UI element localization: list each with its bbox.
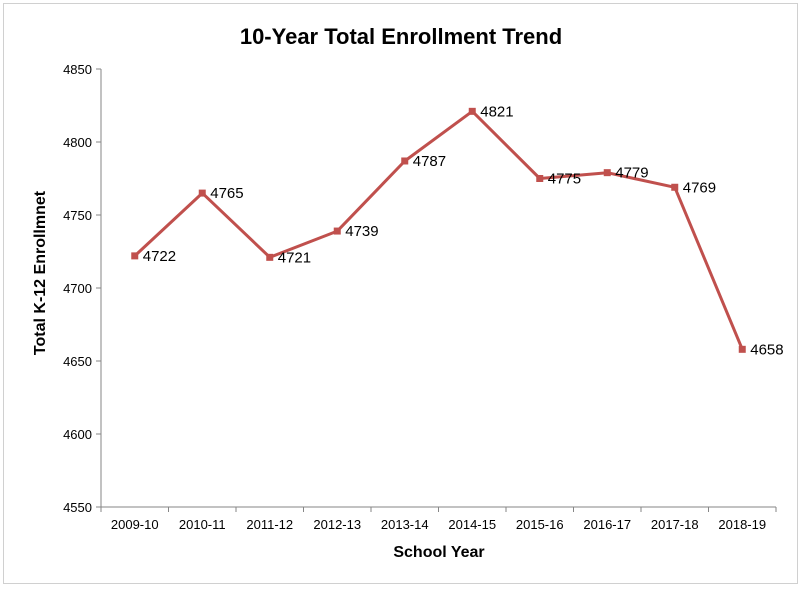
y-tick-label: 4650	[63, 354, 92, 369]
data-label: 4775	[548, 171, 581, 188]
x-tick-label: 2013-14	[381, 517, 429, 532]
chart-title: 10-Year Total Enrollment Trend	[240, 24, 562, 49]
x-tick-label: 2016-17	[583, 517, 631, 532]
x-axis-title: School Year	[393, 544, 484, 561]
y-tick-label: 4700	[63, 281, 92, 296]
series-markers	[131, 107, 746, 353]
chart-frame	[3, 3, 798, 584]
data-label: 4779	[615, 165, 648, 182]
data-label: 4722	[143, 248, 176, 265]
y-axis-ticks: 4550 4600 4650 4700 4750 4800 4850	[63, 62, 101, 515]
data-label: 4787	[413, 153, 446, 170]
y-axis-title: Total K-12 Enrollmnet	[32, 190, 49, 355]
x-tick-label: 2009-10	[111, 517, 159, 532]
x-tick-label: 2010-11	[179, 517, 226, 532]
x-tick-label: 2015-16	[516, 517, 564, 532]
y-tick-label: 4750	[63, 208, 92, 223]
x-tick-label: 2017-18	[651, 517, 699, 532]
data-point-marker	[536, 175, 544, 182]
data-label: 4739	[345, 223, 378, 240]
y-tick-label: 4850	[63, 62, 92, 77]
data-point-marker	[738, 345, 746, 353]
x-tick-label: 2011-12	[246, 517, 293, 532]
y-tick-label: 4600	[63, 427, 92, 442]
x-tick-label: 2012-13	[313, 517, 361, 532]
x-axis-ticks: 2009-10 2010-11 2011-12 2012-13 2013-14 2014-…	[100, 507, 777, 532]
x-tick-label: 2014-15	[448, 517, 496, 532]
data-point-marker	[266, 253, 274, 261]
series-line	[133, 109, 744, 350]
data-label: 4769	[683, 179, 716, 196]
data-label: 4765	[210, 185, 243, 202]
data-label: 4658	[750, 341, 783, 358]
data-point-marker	[603, 169, 611, 177]
data-label: 4821	[480, 103, 513, 120]
data-point-marker	[131, 252, 139, 260]
data-point-marker	[333, 227, 341, 235]
x-tick-label: 2018-19	[718, 517, 766, 532]
data-label: 4721	[278, 249, 311, 266]
data-point-marker	[671, 183, 679, 191]
data-labels: 4722 4765 4721 4739 4787 4821 4775 4779 4769 4658	[143, 103, 784, 358]
data-point-marker	[401, 157, 409, 165]
y-tick-label: 4550	[63, 500, 92, 515]
data-point-marker	[198, 189, 206, 197]
y-tick-label: 4800	[63, 135, 92, 150]
data-point-marker	[468, 107, 476, 115]
